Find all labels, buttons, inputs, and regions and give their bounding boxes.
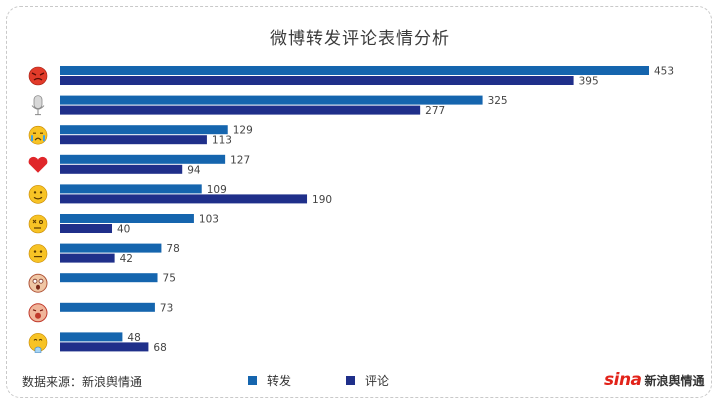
data-label: 190 — [312, 194, 332, 206]
data-label: 75 — [163, 273, 176, 285]
bar-comment — [60, 194, 308, 204]
data-label: 73 — [160, 302, 173, 314]
praying-face-icon — [28, 333, 48, 353]
bar-repost — [60, 302, 155, 312]
bar-comment — [60, 224, 113, 233]
data-label: 113 — [212, 135, 232, 147]
bar-repost — [60, 125, 228, 135]
data-label: 78 — [166, 243, 179, 255]
bar-comment — [60, 135, 207, 145]
data-label: 129 — [233, 125, 253, 137]
angry-face-icon — [28, 66, 48, 86]
data-label: 68 — [153, 342, 166, 354]
bar-comment — [60, 105, 421, 115]
bar-comment — [60, 164, 183, 174]
logo-sina-text: sina — [604, 370, 642, 390]
dizzy-face-icon — [28, 214, 48, 234]
legend-label-repost: 转发 — [267, 374, 292, 388]
shouting-face-icon — [28, 303, 48, 323]
sina-yuqingtong-logo: sina 新浪舆情通 — [604, 370, 705, 390]
data-label: 40 — [117, 224, 130, 236]
data-label: 277 — [425, 105, 445, 117]
bar-comment — [60, 253, 115, 263]
data-label: 103 — [199, 214, 219, 226]
data-source-label: 数据来源：新浪舆情通 — [22, 375, 143, 389]
microphone-icon — [31, 95, 45, 116]
bar-repost — [60, 332, 123, 342]
bar-repost — [60, 66, 649, 75]
data-label: 127 — [230, 154, 250, 166]
shocked-doge-face-icon — [28, 273, 48, 293]
bar-repost — [60, 214, 194, 223]
legend-swatch-repost — [248, 376, 257, 385]
bar-comment — [60, 76, 574, 85]
data-label: 48 — [127, 332, 140, 344]
chart-title: 微博转发评论表情分析 — [270, 29, 450, 49]
bar-repost — [60, 154, 226, 164]
crying-face-icon — [28, 125, 48, 145]
bar-repost — [60, 95, 483, 105]
data-label: 325 — [488, 95, 508, 107]
smile-face-icon — [28, 185, 48, 204]
legend-item-comment: 评论 — [346, 372, 389, 389]
data-label: 453 — [654, 66, 674, 78]
bar-repost — [60, 184, 202, 194]
logo-yuqingtong-text: 新浪舆情通 — [644, 373, 705, 388]
bar-comment — [60, 342, 149, 352]
red-heart-icon — [28, 156, 48, 173]
grin-face-icon — [28, 244, 48, 263]
data-label: 94 — [187, 164, 201, 176]
data-label: 42 — [120, 253, 133, 265]
bar-repost — [60, 243, 162, 253]
legend-item-repost: 转发 — [248, 372, 291, 389]
bar-repost — [60, 273, 158, 283]
data-label: 395 — [579, 76, 599, 88]
legend-label-comment: 评论 — [365, 374, 390, 388]
data-label: 109 — [207, 184, 227, 196]
legend-swatch-comment — [346, 376, 355, 385]
